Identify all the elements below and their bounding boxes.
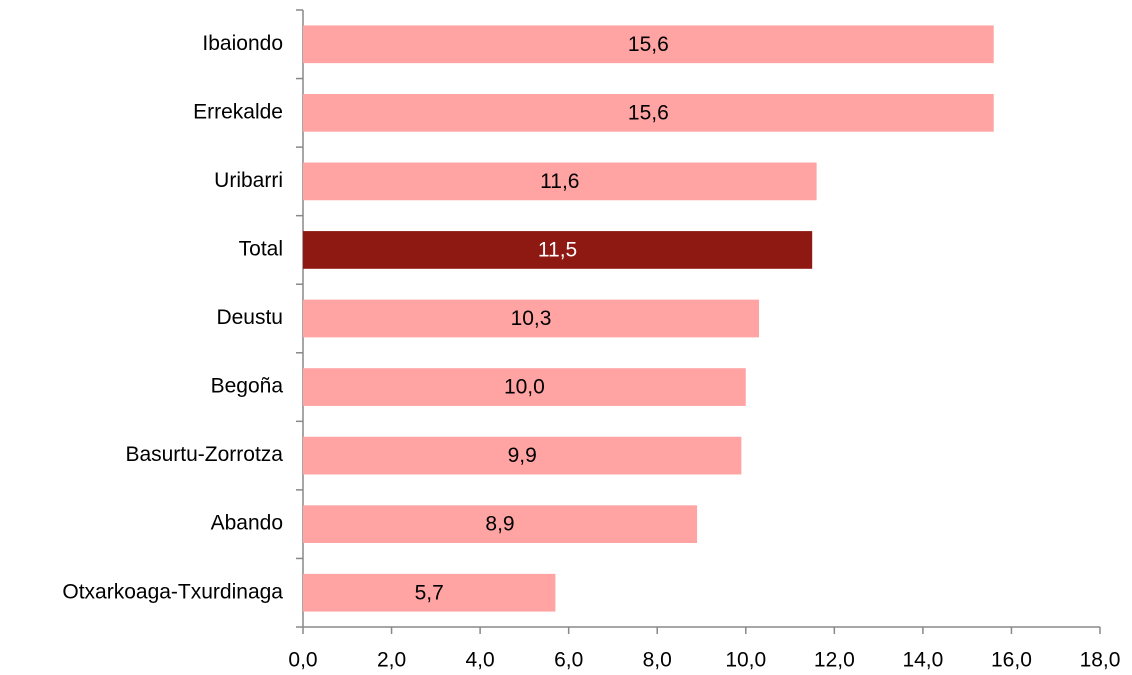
bar [303,162,817,201]
y-tick-label: Ibaiondo [202,32,283,55]
x-tick-label: 6,0 [554,649,583,672]
bar [303,299,760,338]
x-tick-label: 8,0 [643,649,672,672]
bar [303,573,556,612]
x-tick-label: 10,0 [725,649,766,672]
bar [303,368,746,406]
bar [303,436,742,475]
value-label: 10,3 [511,307,552,330]
bar [303,505,698,544]
value-label: 5,7 [415,581,444,604]
bar [303,25,994,64]
x-tick-label: 16,0 [991,649,1032,672]
value-label: 15,6 [628,101,669,124]
y-tick-label: Errekalde [193,100,283,123]
y-tick-label: Basurtu-Zorrotza [125,443,283,466]
x-tick-label: 14,0 [902,649,943,672]
bar [303,93,994,132]
x-tick-label: 12,0 [814,649,855,672]
y-tick-label: Deustu [216,306,283,329]
y-tick-label: Total [239,237,283,260]
value-label: 10,0 [504,376,545,399]
bar [303,231,813,269]
x-tick-label: 0,0 [288,649,317,672]
y-tick-label: Abando [211,512,283,535]
value-label: 8,9 [485,513,514,536]
value-label: 11,5 [538,238,577,261]
y-tick-label: Uribarri [214,169,283,192]
value-label: 15,6 [628,33,669,56]
x-tick-label: 4,0 [466,649,495,672]
y-tick-label: Begoña [211,375,284,398]
x-tick-label: 2,0 [377,649,406,672]
value-label: 11,6 [540,170,579,193]
x-tick-label: 18,0 [1080,649,1121,672]
value-label: 9,9 [508,444,537,467]
y-tick-label: Otxarkoaga-Txurdinaga [62,580,283,603]
